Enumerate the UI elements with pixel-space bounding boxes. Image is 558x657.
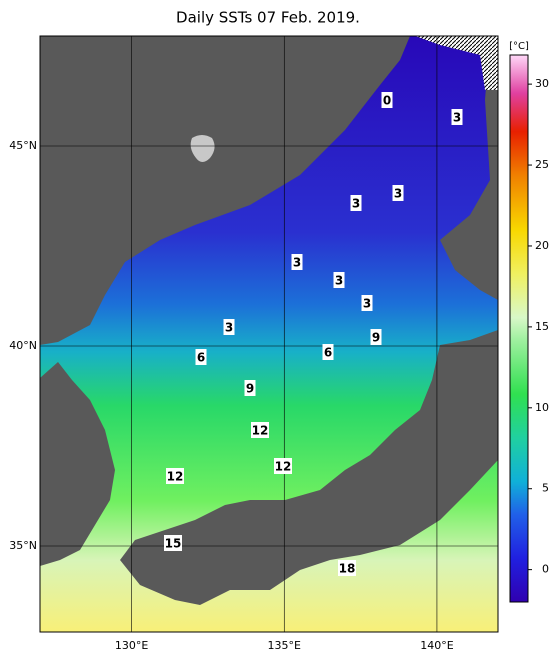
colorbar-unit: [°C] <box>509 41 529 52</box>
contour-label: 15 <box>165 537 182 551</box>
y-tick-label: 40°N <box>9 339 37 352</box>
contour-label-box <box>322 344 334 360</box>
contour-label-box <box>451 109 463 125</box>
contour-label: 12 <box>167 470 184 484</box>
contour-label-box <box>370 329 382 345</box>
y-tick-label: 35°N <box>9 539 37 552</box>
colorbar-tick-label: 15 <box>535 320 549 333</box>
colorbar-tick-label: 10 <box>535 401 549 414</box>
contour-label-box <box>195 349 207 365</box>
island <box>190 135 215 162</box>
contour-label-box <box>338 560 356 576</box>
contour-label: 3 <box>453 111 461 125</box>
land <box>40 36 410 345</box>
colorbar-tick-label: 5 <box>542 482 549 495</box>
contour-label-box <box>251 422 269 438</box>
colorbar-tick-label: 30 <box>535 77 549 90</box>
contour-label-box <box>291 254 303 270</box>
chart-title: Daily SSTs 07 Feb. 2019. <box>176 9 360 27</box>
contour-label: 3 <box>352 197 360 211</box>
colorbar-tick-label: 20 <box>535 239 549 252</box>
x-tick-label: 130°E <box>115 639 148 652</box>
contour-label-box <box>361 295 373 311</box>
y-tick-label: 45°N <box>9 139 37 152</box>
contour-label: 0 <box>383 94 391 108</box>
land <box>120 330 498 605</box>
colorbar-frame <box>509 54 529 603</box>
contour-label-box <box>381 92 393 108</box>
contour-label: 12 <box>252 424 269 438</box>
land <box>40 362 115 566</box>
map-frame <box>39 35 499 633</box>
contour-label-box <box>274 458 292 474</box>
contour-label: 6 <box>197 351 205 365</box>
map-area <box>40 36 498 632</box>
contour-label: 9 <box>372 331 380 345</box>
contour-label-box <box>244 380 256 396</box>
colorbar-tick-label: 25 <box>535 158 549 171</box>
grid <box>40 36 498 632</box>
contour-label: 3 <box>293 256 301 270</box>
x-tick-label: 135°E <box>268 639 301 652</box>
contour-label-box <box>164 535 182 551</box>
contour-label: 3 <box>225 321 233 335</box>
ice-area <box>415 36 498 90</box>
contour-label: 3 <box>394 187 402 201</box>
contour-label: 3 <box>335 274 343 288</box>
colorbar-tick-label: 0 <box>542 563 549 576</box>
contour-label-box <box>223 319 235 335</box>
contour-label-box <box>350 195 362 211</box>
contour-label: 12 <box>275 460 292 474</box>
land <box>440 36 498 300</box>
contour-label-box <box>166 468 184 484</box>
contour-label: 18 <box>339 562 356 576</box>
contour-label: 6 <box>324 346 332 360</box>
x-tick-label: 140°E <box>420 639 453 652</box>
contour-label: 3 <box>363 297 371 311</box>
contour-label-box <box>333 272 345 288</box>
colorbar <box>510 55 528 602</box>
contour-label-box <box>392 185 404 201</box>
contour-label: 9 <box>246 382 254 396</box>
